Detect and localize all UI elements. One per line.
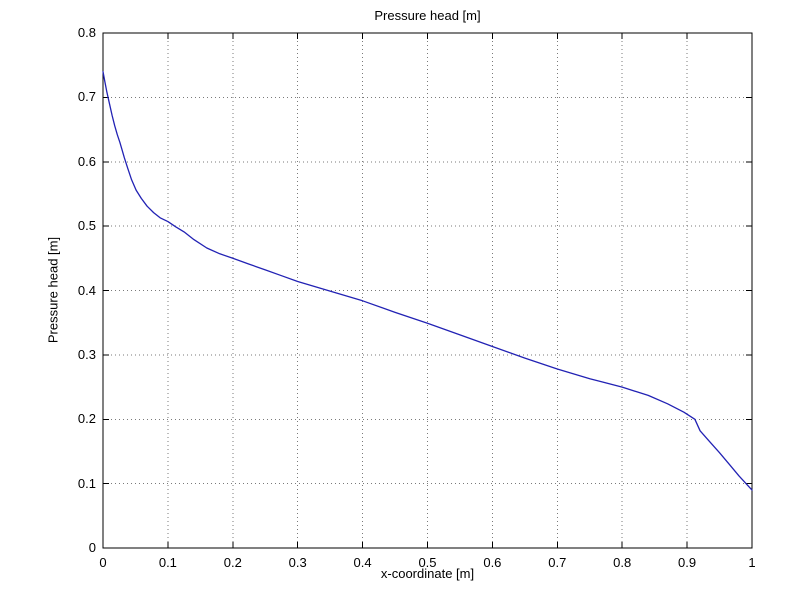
- y-tick-label: 0.8: [77, 25, 96, 40]
- y-tick-label: 0.3: [77, 346, 96, 362]
- x-axis-label: x-coordinate [m]: [380, 566, 475, 581]
- y-tick-label: 0.2: [77, 411, 96, 427]
- y-tick-label: 0.5: [77, 218, 96, 234]
- x-tick-label: 0.1: [158, 555, 177, 570]
- x-tick-label: 0: [99, 555, 107, 570]
- x-tick-label: 1: [748, 555, 756, 570]
- y-tick-label: 0.6: [77, 153, 96, 169]
- y-tick-label: 0.7: [77, 89, 96, 105]
- y-tick-label: 0: [88, 540, 96, 555]
- x-tick-label: 0.6: [483, 555, 502, 570]
- plot-title: Pressure head [m]: [374, 8, 481, 23]
- x-tick-label: 0.2: [223, 555, 242, 570]
- data-curve: [102, 70, 753, 491]
- x-tick-label: 0.8: [613, 555, 632, 570]
- x-tick-label: 0.4: [353, 555, 372, 570]
- y-tick-label: 0.4: [77, 282, 96, 298]
- x-tick-label: 0.7: [548, 555, 567, 570]
- y-tick-label: 0.1: [77, 475, 96, 491]
- x-tick-label: 0.9: [678, 555, 697, 570]
- x-tick-label: 0.3: [288, 555, 307, 570]
- x-tick-label: 0.5: [418, 555, 437, 570]
